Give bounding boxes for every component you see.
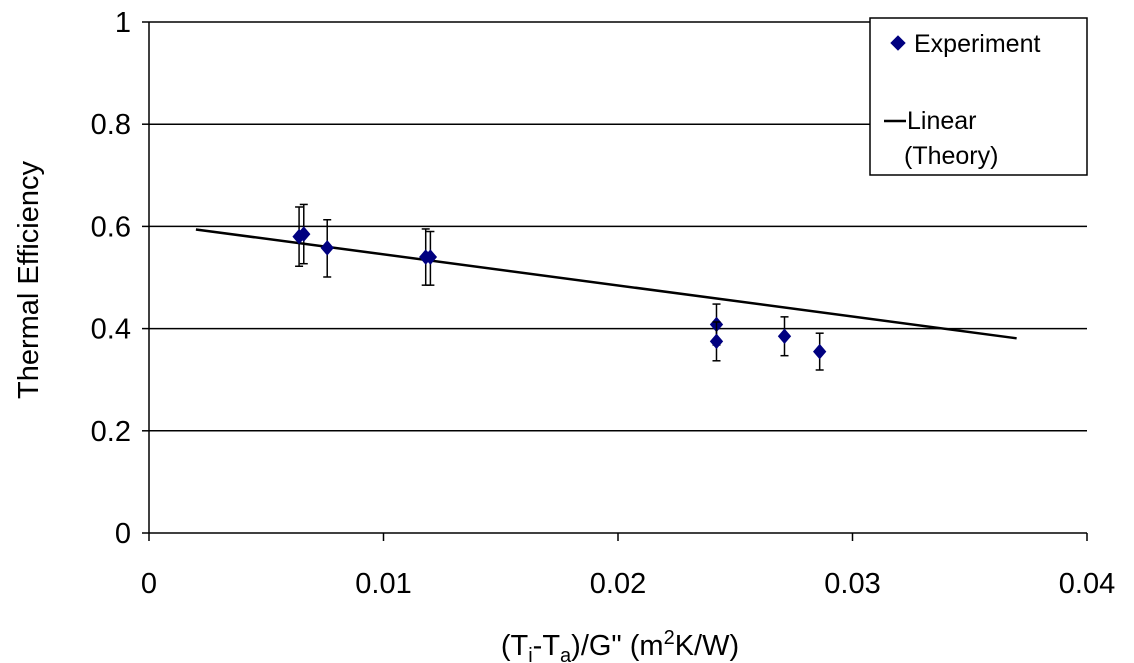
diamond-marker xyxy=(297,226,311,242)
x-tick-label: 0.01 xyxy=(355,568,411,600)
x-axis-label-part: )/G" (m xyxy=(571,630,663,662)
experiment-point xyxy=(297,203,311,265)
experiment-point xyxy=(709,321,724,362)
theory-line xyxy=(195,228,1017,340)
diamond-marker xyxy=(320,240,334,256)
legend-experiment-marker xyxy=(890,35,906,51)
diamond-marker xyxy=(423,249,438,265)
x-axis-label-part: -T xyxy=(533,630,561,662)
y-tick-label: 0.8 xyxy=(91,109,131,141)
x-tick-label: 0.02 xyxy=(590,568,646,600)
experiment-point xyxy=(320,219,334,278)
diamond-marker xyxy=(777,328,792,345)
x-axis-label: (Ti-Ta)/G" (m2K/W) xyxy=(501,627,739,663)
y-tick-labels: 0 0.2 0.4 0.6 0.8 1 xyxy=(91,7,131,550)
diamond-marker xyxy=(813,343,827,360)
x-tick-label: 0.04 xyxy=(1059,568,1115,600)
x-axis-label-part: K/W) xyxy=(675,630,739,662)
legend-experiment-label: Experiment xyxy=(914,30,1040,58)
x-axis-label-part: (T xyxy=(501,630,529,662)
experiment-series xyxy=(292,203,827,371)
x-tick-labels: 0 0.01 0.02 0.03 0.04 xyxy=(141,568,1115,600)
experiment-point xyxy=(777,316,792,357)
x-tick-label: 0 xyxy=(141,568,157,600)
y-tick-label: 0.6 xyxy=(91,211,131,243)
theory-line-series xyxy=(195,228,1017,340)
legend: Experiment Linear (Theory) xyxy=(869,17,1088,176)
legend-theory-label-line2: (Theory) xyxy=(904,142,998,170)
x-axis-label-part: a xyxy=(560,645,572,663)
y-tick-label: 1 xyxy=(115,7,131,39)
legend-box xyxy=(869,17,1088,176)
experiment-point xyxy=(813,332,827,371)
axes xyxy=(142,21,1088,541)
x-axis-label-part: i xyxy=(528,645,532,663)
diamond-marker xyxy=(709,333,724,350)
y-tick-label: 0 xyxy=(115,518,131,550)
experiment-point xyxy=(423,230,438,286)
legend-theory-label-line1: Linear xyxy=(907,107,977,135)
y-tick-label: 0.2 xyxy=(91,416,131,448)
x-axis-label-part: 2 xyxy=(664,627,675,649)
y-tick-label: 0.4 xyxy=(91,314,131,346)
y-axis-label: Thermal Efficiency xyxy=(13,161,45,399)
x-tick-label: 0.03 xyxy=(824,568,880,600)
